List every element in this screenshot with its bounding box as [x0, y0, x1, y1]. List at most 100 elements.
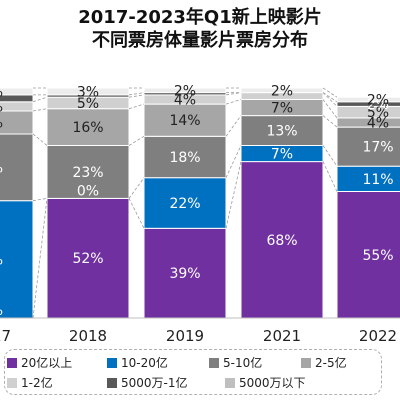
legend-item: 5-10亿 — [209, 354, 262, 371]
data-label: 6% — [0, 99, 3, 115]
bar-segment — [0, 101, 34, 112]
x-tick-label: 2017 — [0, 327, 11, 345]
chart-title: 2017-2023年Q1新上映影片 不同票房体量影片票房分布 — [0, 6, 400, 52]
connector-line — [32, 108, 48, 112]
connector-line — [32, 96, 48, 103]
legend-item: 10-20亿 — [107, 354, 168, 371]
bar-segment — [46, 87, 130, 96]
data-label: 7% — [271, 147, 293, 163]
connector-line — [128, 94, 145, 98]
connector-line — [128, 177, 145, 199]
data-label: 9% — [0, 160, 3, 176]
bar-segment — [46, 108, 130, 146]
data-label: 14% — [169, 113, 200, 129]
bar-segment — [240, 115, 324, 146]
legend-label: 20亿以上 — [21, 356, 73, 370]
connector-line — [32, 198, 48, 202]
connector-line — [225, 161, 242, 229]
legend-label: 5-10亿 — [223, 356, 263, 370]
data-label: 2% — [367, 93, 389, 109]
connector-line — [322, 115, 338, 128]
bar-segment — [0, 87, 34, 96]
connector-line — [225, 99, 242, 105]
data-label: 13% — [266, 124, 297, 140]
data-label: 4% — [174, 93, 196, 109]
bar-segment — [336, 96, 400, 103]
bar-segment — [143, 87, 227, 94]
data-label: 7% — [271, 101, 293, 117]
bar-segment — [143, 227, 227, 319]
data-label: 55% — [362, 248, 393, 264]
connector-line — [128, 103, 145, 110]
x-tick-label: 2021 — [263, 327, 301, 345]
data-label: 11% — [362, 172, 393, 188]
chart-title-line-1: 2017-2023年Q1新上映影片 — [78, 7, 322, 28]
legend-swatch — [7, 377, 17, 388]
data-label: 5% — [77, 96, 99, 112]
data-label: 17% — [362, 140, 393, 156]
bar-segment — [0, 110, 34, 135]
chart-title-line-2: 不同票房体量影片票房分布 — [92, 30, 308, 51]
connector-line — [225, 145, 242, 178]
connector-line — [32, 133, 48, 146]
legend-label: 10-20亿 — [121, 356, 168, 370]
data-label: 5% — [367, 105, 389, 121]
bar-segment — [336, 126, 400, 167]
data-label: 2% — [367, 97, 389, 113]
connector-line — [322, 99, 338, 119]
legend-label: 5000万-1亿 — [121, 376, 188, 390]
bar-segment — [143, 177, 227, 229]
legend-item: 2-5亿 — [301, 354, 347, 371]
bar-segment — [143, 135, 227, 179]
connector-line — [128, 198, 145, 229]
connector-line — [128, 92, 145, 96]
connector-line — [322, 145, 338, 167]
connector-line — [32, 198, 48, 319]
x-tick-label: 2022 — [359, 327, 397, 345]
legend-swatch — [107, 357, 117, 368]
bar-segment — [240, 87, 324, 94]
connector-line — [322, 161, 338, 192]
bar-segment — [336, 165, 400, 192]
data-label: 68% — [266, 233, 297, 249]
data-label: 2% — [174, 83, 196, 99]
data-label: 4% — [367, 116, 389, 132]
bar-segment — [46, 197, 130, 319]
data-label: 2% — [271, 83, 293, 99]
legend-label: 1-2亿 — [21, 376, 53, 390]
legend-swatch — [107, 377, 117, 388]
data-label: 23% — [72, 165, 103, 181]
legend-label: 5000万以下 — [239, 376, 306, 390]
data-label: 0% — [77, 183, 99, 199]
data-label: 52% — [72, 251, 103, 267]
bar-segment — [0, 200, 34, 319]
data-label: 0% — [0, 116, 3, 132]
connector-line — [322, 92, 338, 107]
data-label: 18% — [169, 150, 200, 166]
x-tick-label: 2019 — [166, 327, 204, 345]
bar-segment — [46, 145, 130, 199]
data-label: 1% — [0, 252, 3, 268]
data-label: 3% — [0, 84, 3, 100]
bar-segment — [240, 161, 324, 319]
legend-item: 1-2亿 — [7, 374, 53, 391]
legend-swatch — [301, 357, 311, 368]
data-label: 16% — [72, 120, 103, 136]
chart-legend: 20亿以上 10-20亿 5-10亿 2-5亿 1-2亿 5000万-1亿 5000万以下 — [4, 349, 382, 395]
data-label: 0% — [0, 303, 3, 319]
connector-line — [225, 115, 242, 137]
bar-segment — [143, 103, 227, 137]
legend-item: 5000万以下 — [225, 374, 306, 391]
connector-line — [322, 87, 338, 98]
connector-line — [322, 92, 338, 103]
legend-label: 2-5亿 — [315, 356, 347, 370]
bar-segment — [0, 133, 34, 202]
legend-swatch — [225, 377, 235, 388]
data-label: 22% — [169, 196, 200, 212]
data-label: 39% — [169, 266, 200, 282]
x-tick-label: 2018 — [69, 327, 107, 345]
bar-segment — [336, 191, 400, 319]
data-label: 3% — [77, 84, 99, 100]
legend-swatch — [209, 357, 219, 368]
